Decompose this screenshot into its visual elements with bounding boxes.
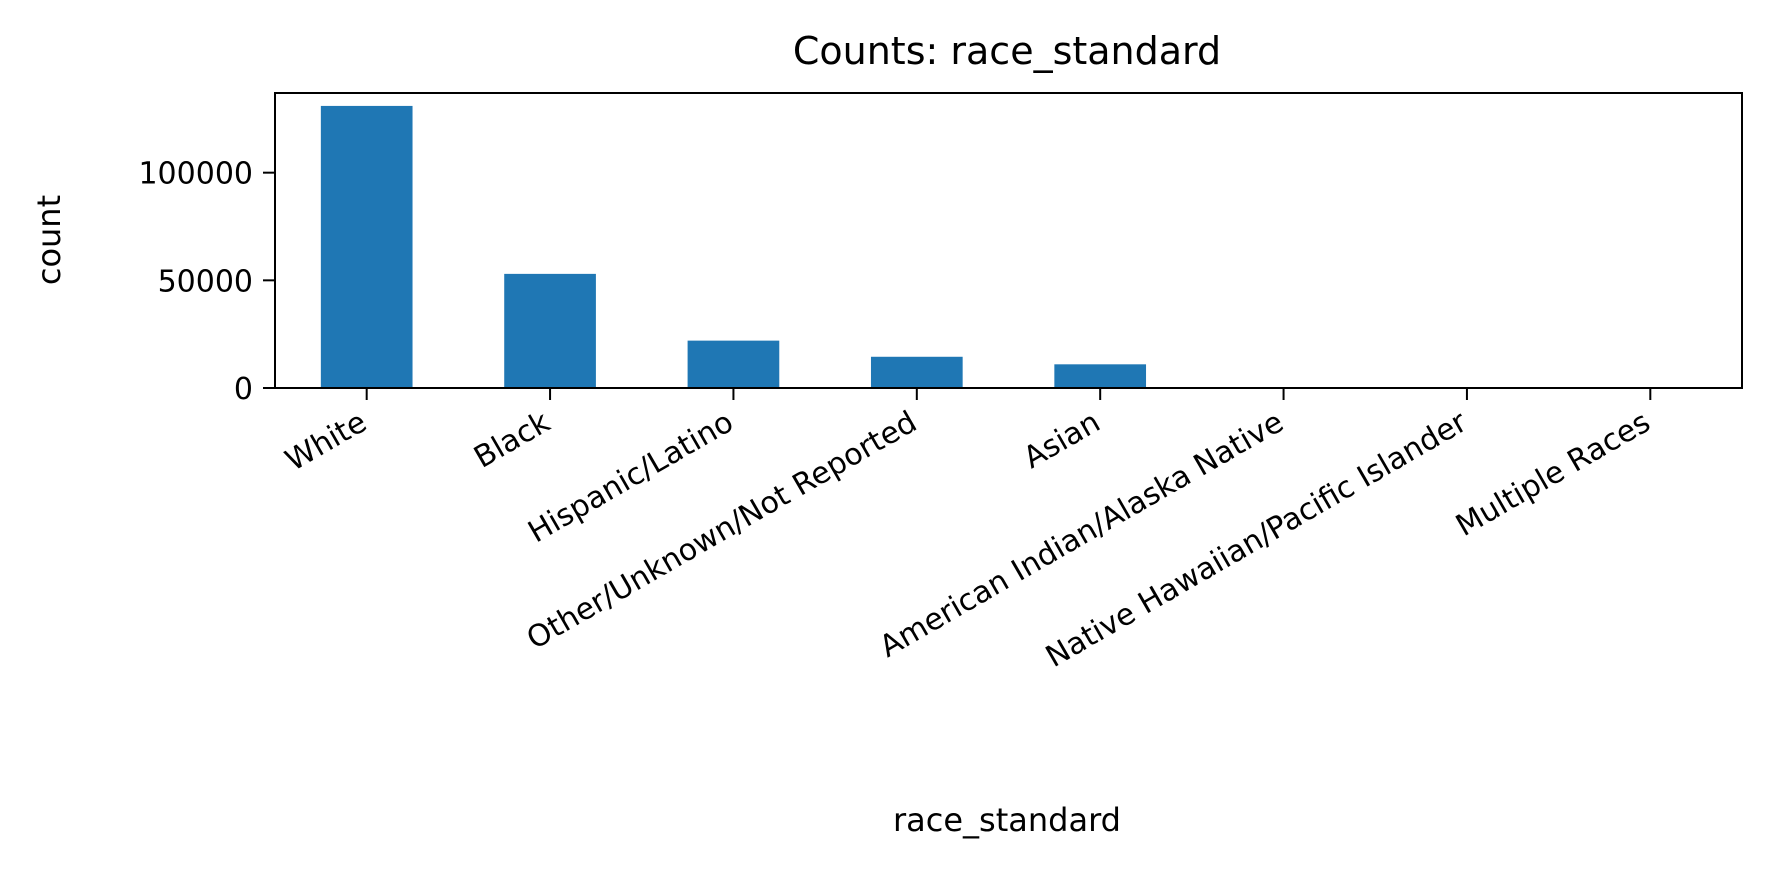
y-axis-label: count bbox=[30, 195, 68, 285]
bar bbox=[1054, 364, 1147, 388]
bar bbox=[504, 273, 596, 388]
plot-frame bbox=[274, 92, 1743, 389]
y-tick-label: 100000 bbox=[138, 157, 253, 192]
bar bbox=[320, 105, 413, 388]
chart-title: Counts: race_standard bbox=[793, 29, 1221, 73]
bar bbox=[870, 356, 963, 388]
y-tick-label: 0 bbox=[234, 372, 253, 407]
x-axis-label: race_standard bbox=[893, 801, 1121, 839]
y-tick-label: 50000 bbox=[158, 264, 253, 299]
bar bbox=[687, 340, 780, 388]
